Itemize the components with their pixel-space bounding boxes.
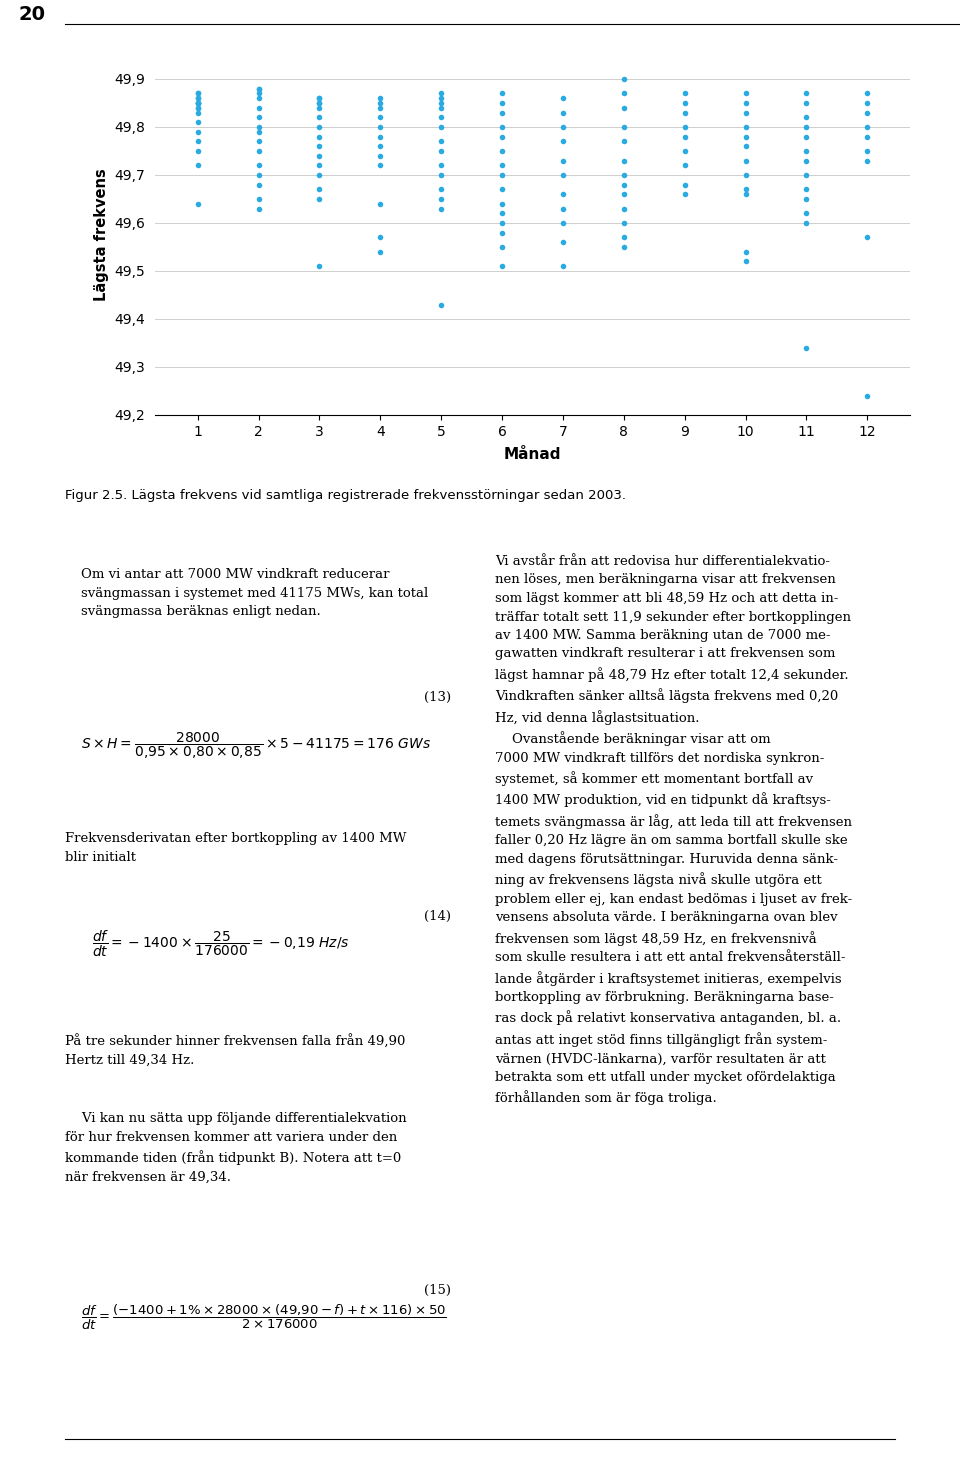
Text: $\dfrac{df}{dt} = \dfrac{(-1400 + 1\% \times 28000 \times (49{,}90 - f) + t \tim: $\dfrac{df}{dt} = \dfrac{(-1400 + 1\% \t…: [81, 1303, 446, 1332]
Text: Vi kan nu sätta upp följande differentialekvation
för hur frekvensen kommer att : Vi kan nu sätta upp följande differentia…: [65, 1111, 407, 1184]
Text: 20: 20: [18, 4, 45, 24]
Text: $S \times H = \dfrac{28000}{0{,}95 \times 0{,}80 \times 0{,}85}\times 5 - 41175 : $S \times H = \dfrac{28000}{0{,}95 \time…: [81, 731, 431, 762]
Text: (13): (13): [424, 691, 451, 705]
Text: Om vi antar att 7000 MW vindkraft reducerar
svängmassan i systemet med 41175 MWs: Om vi antar att 7000 MW vindkraft reduce…: [81, 567, 428, 618]
X-axis label: Månad: Månad: [504, 447, 562, 461]
Text: (14): (14): [424, 909, 451, 923]
Y-axis label: Lägsta frekvens: Lägsta frekvens: [94, 168, 108, 301]
Text: Figur 2.5. Lägsta frekvens vid samtliga registrerade frekvensstörningar sedan 20: Figur 2.5. Lägsta frekvens vid samtliga …: [65, 488, 626, 501]
Text: (15): (15): [424, 1284, 451, 1297]
Text: Frekvensderivatan efter bortkoppling av 1400 MW
blir initialt: Frekvensderivatan efter bortkoppling av …: [65, 833, 406, 864]
Text: Vi avstår från att redovisa hur differentialekvatio-
nen löses, men beräkningarn: Vi avstår från att redovisa hur differen…: [495, 556, 852, 1106]
Text: $\dfrac{df}{dt} = -1400 \times \dfrac{25}{176000} = -0{,}19\ Hz/s$: $\dfrac{df}{dt} = -1400 \times \dfrac{25…: [92, 929, 350, 960]
Text: På tre sekunder hinner frekvensen falla från 49,90
Hertz till 49,34 Hz.: På tre sekunder hinner frekvensen falla …: [65, 1035, 405, 1067]
